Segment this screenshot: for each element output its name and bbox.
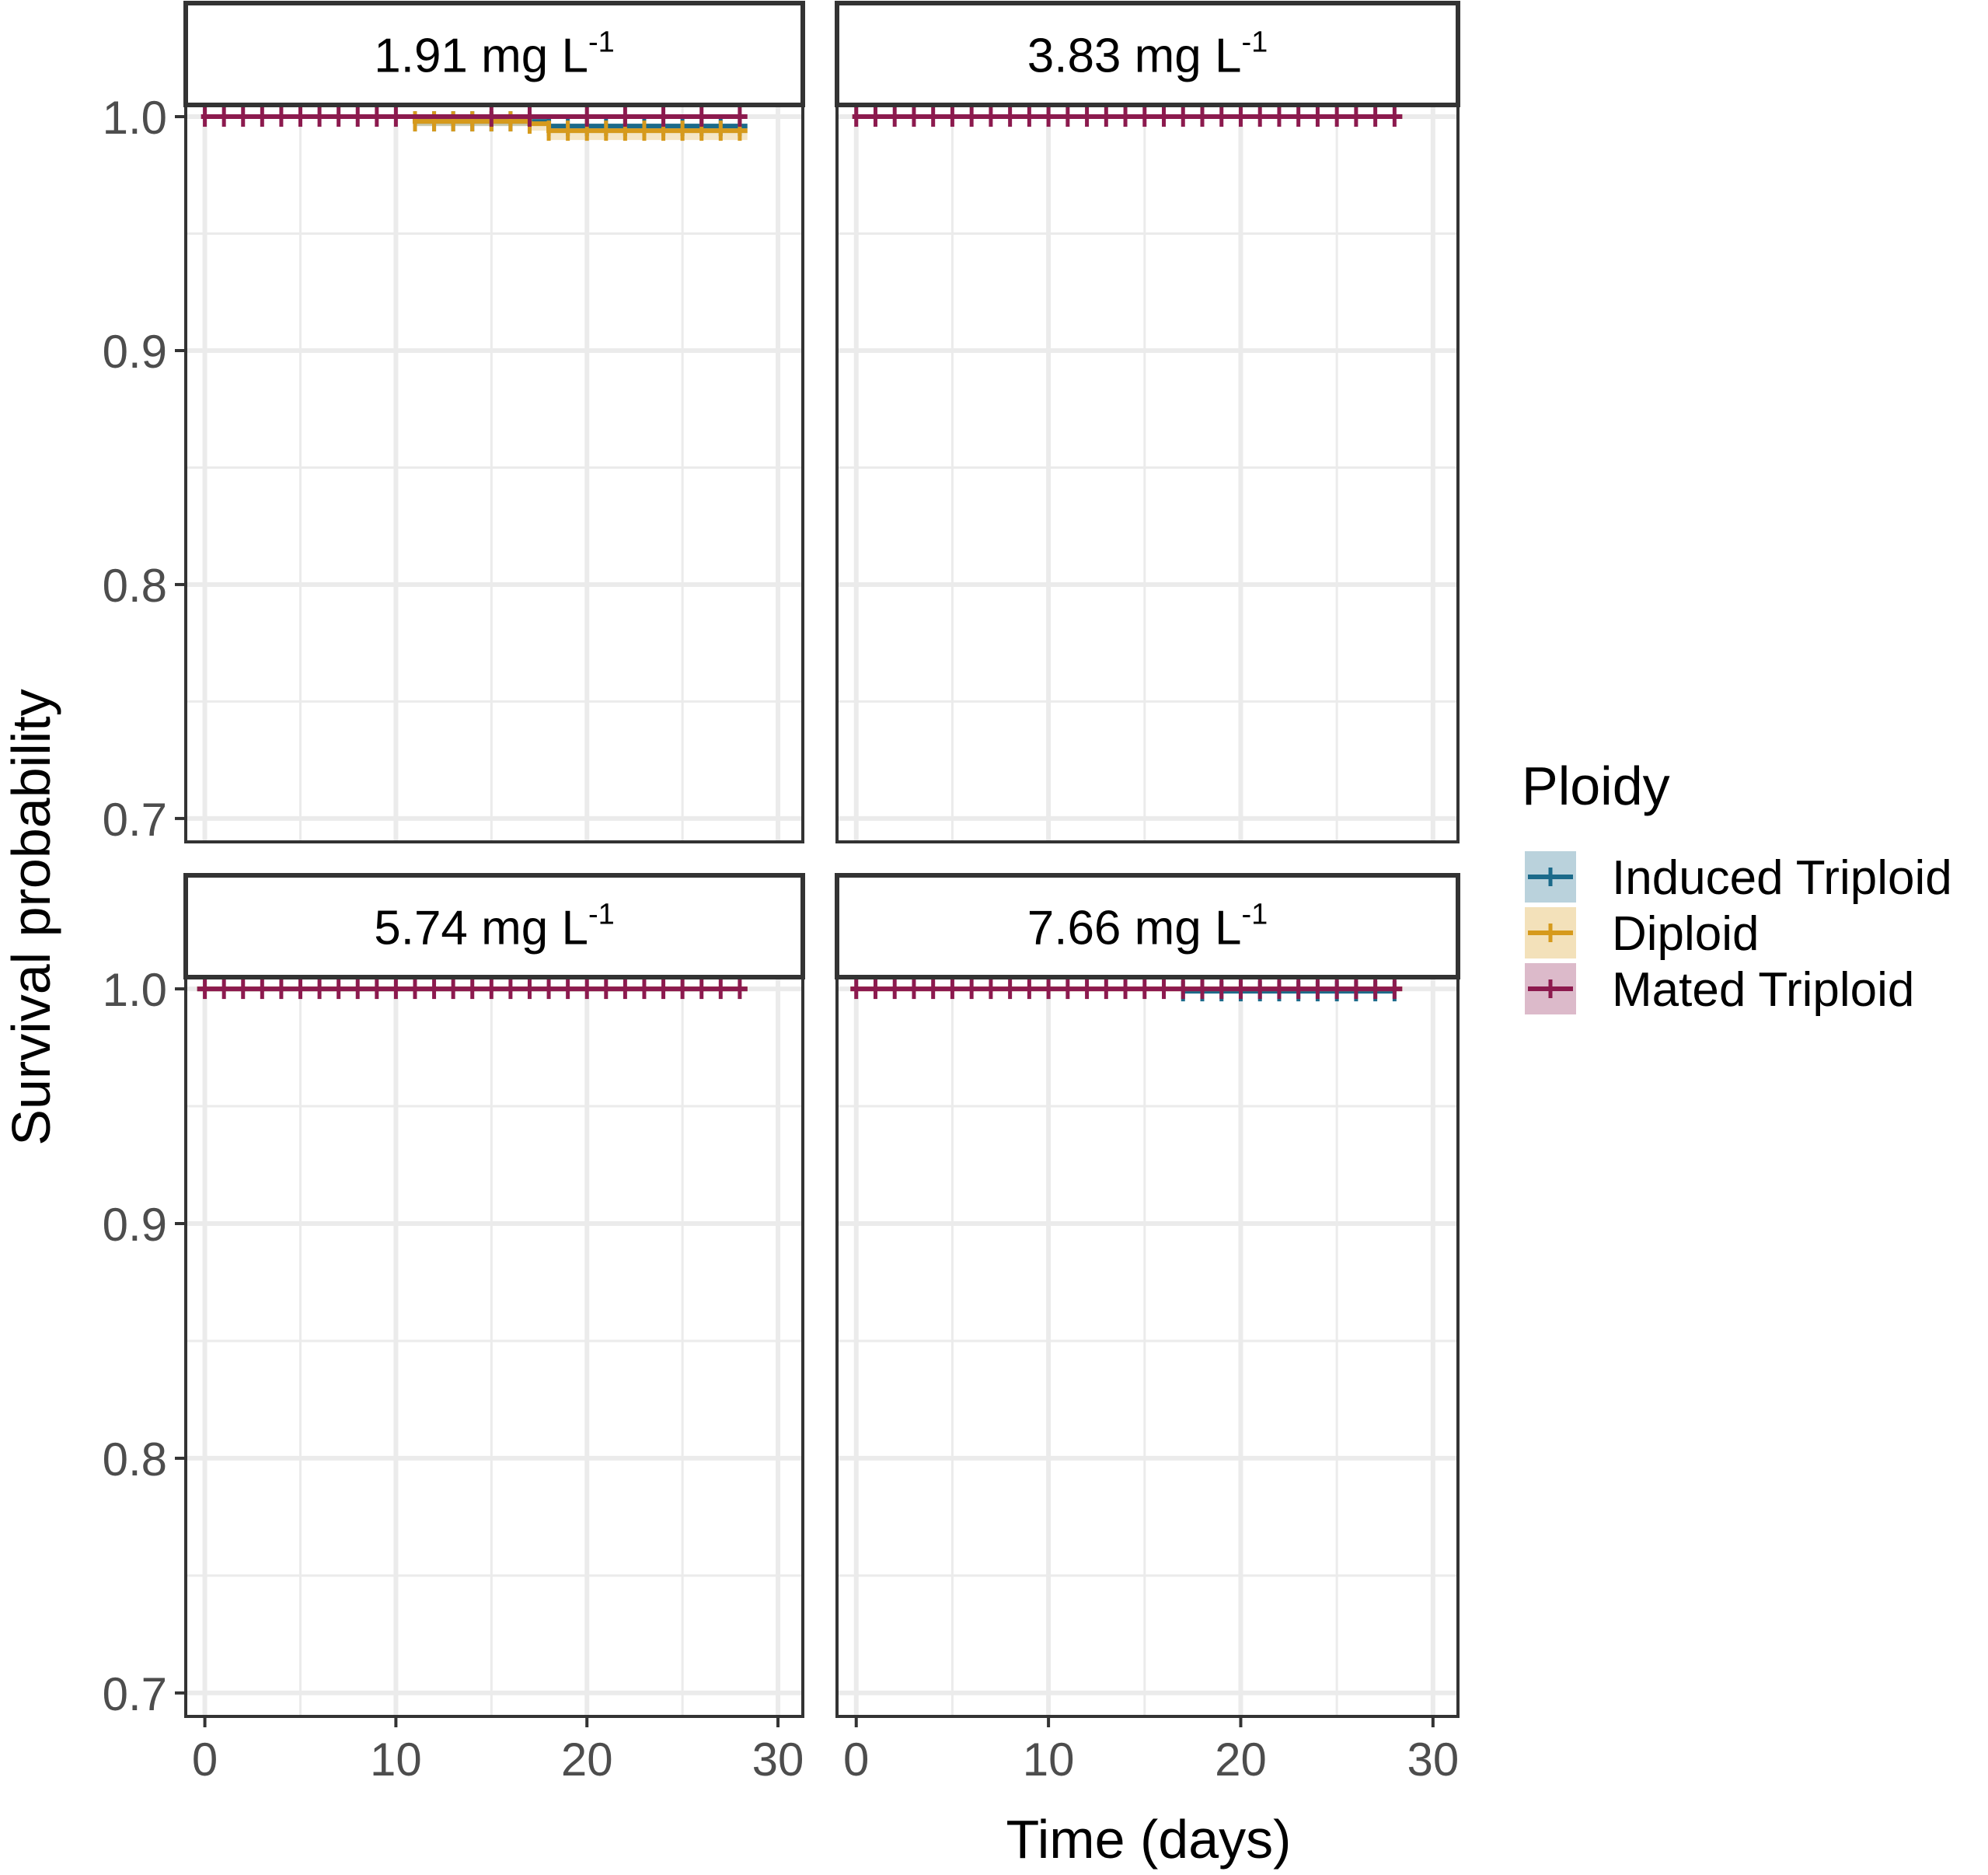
facet-strip-label-main: 7.66 mg L (1027, 902, 1242, 955)
facet-strip-label: 7.66 mg L-1 (1027, 899, 1268, 955)
y-tick-label: 0.9 (103, 1199, 167, 1251)
panel-background (186, 105, 803, 842)
y-tick-label: 0.7 (103, 794, 167, 846)
facet-strip (835, 1, 1460, 107)
y-tick-label: 0.8 (103, 560, 167, 612)
legend-item-mated-triploid: Mated Triploid (1525, 963, 1914, 1017)
x-tick-label: 30 (752, 1734, 804, 1786)
y-tick-label: 1.0 (103, 964, 167, 1016)
facet-strip-label: 5.74 mg L-1 (374, 899, 615, 955)
x-axis-title: Time (days) (1006, 1809, 1292, 1870)
facet-strip-label: 1.91 mg L-1 (374, 26, 615, 83)
x-tick-label: 30 (1407, 1734, 1459, 1786)
y-tick-label: 0.7 (103, 1668, 167, 1720)
facet-strip-label: 3.83 mg L-1 (1027, 26, 1268, 83)
facet-panel-3: 5.74 mg L-1 0.7 0.8 0.9 1.0 0 10 20 30 (103, 873, 805, 1786)
series-group (197, 979, 748, 1000)
y-axis-title: Survival probability (1, 689, 61, 1145)
facet-strip (835, 873, 1460, 979)
x-tick-label: 0 (192, 1734, 218, 1786)
x-tick-label: 20 (1215, 1734, 1267, 1786)
facet-strip-label-main: 3.83 mg L (1027, 30, 1242, 83)
confidence-band-diploid (204, 117, 748, 141)
panel-background (837, 977, 1458, 1716)
facet-strip (183, 873, 805, 979)
facet-strip (183, 1, 805, 107)
legend-label: Induced Triploid (1612, 851, 1952, 905)
y-tick-label: 0.8 (103, 1433, 167, 1486)
legend-label: Diploid (1612, 907, 1760, 961)
x-tick-label: 20 (561, 1734, 613, 1786)
x-tick-label: 0 (843, 1734, 869, 1786)
legend-title: Ploidy (1522, 756, 1670, 816)
panel-background (837, 105, 1458, 842)
series-group (852, 106, 1403, 127)
y-tick-label: 1.0 (103, 92, 167, 144)
x-tick-label: 10 (370, 1734, 422, 1786)
legend-item-induced-triploid: Induced Triploid (1525, 851, 1952, 905)
legend-label: Mated Triploid (1612, 963, 1914, 1017)
facet-panel-1: 1.91 mg L-1 0.7 0.8 0.9 1.0 (103, 1, 805, 846)
series-group (850, 979, 1403, 1002)
facet-strip-label-superscript: -1 (1241, 26, 1268, 59)
legend-item-diploid: Diploid (1525, 907, 1760, 961)
facet-strip-label-main: 5.74 mg L (374, 902, 588, 955)
facet-strip-label-superscript: -1 (588, 26, 615, 59)
facet-panels: 1.91 mg L-10.70.80.91.03.83 mg L-15.74 m… (103, 1, 1460, 1786)
series-group (201, 106, 748, 141)
facet-panel-4: 7.66 mg L-1 0 10 20 30 (835, 873, 1460, 1786)
facet-strip-label-main: 1.91 mg L (374, 30, 588, 83)
panel-background (186, 977, 803, 1716)
facet-panel-2: 3.83 mg L-1 (835, 1, 1460, 843)
facet-strip-label-superscript: -1 (588, 899, 615, 931)
y-tick-label: 0.9 (103, 326, 167, 378)
facet-strip-label-superscript: -1 (1241, 899, 1268, 931)
x-tick-label: 10 (1023, 1734, 1075, 1786)
